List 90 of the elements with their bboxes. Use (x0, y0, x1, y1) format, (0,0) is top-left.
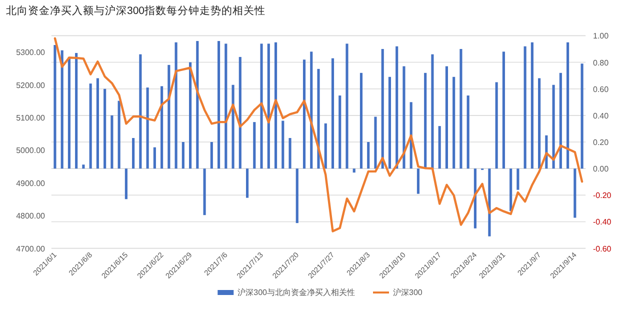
bar (104, 88, 106, 169)
y-tick-label: 5000.00 (16, 146, 46, 156)
bar (510, 168, 512, 212)
y2-tick-label: 0.00 (593, 164, 610, 174)
y-tick-label: 4700.00 (16, 244, 46, 254)
y2-tick-label: -0.60 (593, 244, 612, 254)
bar (445, 66, 448, 169)
y-tick-label: 4900.00 (16, 178, 46, 188)
bar (110, 115, 114, 169)
bar (310, 52, 313, 169)
bar (416, 168, 420, 194)
y2-tick-label: 1.00 (593, 32, 610, 41)
bar (324, 123, 327, 169)
bar (538, 78, 541, 169)
legend-label: 沪深300 (393, 288, 423, 297)
bar (232, 84, 234, 169)
bar (218, 41, 220, 169)
bar (346, 44, 348, 169)
bar (438, 126, 441, 169)
bar (267, 44, 270, 169)
bar (495, 82, 498, 169)
bar (246, 168, 249, 198)
bar (559, 72, 562, 169)
bar (124, 168, 128, 200)
bar (566, 42, 570, 169)
bar (452, 76, 456, 169)
bar (360, 72, 363, 169)
bar (68, 56, 70, 169)
y-tick-label: 4800.00 (16, 212, 46, 221)
bar (174, 42, 178, 169)
bar (524, 46, 526, 169)
bar (118, 100, 120, 169)
bar (203, 168, 206, 216)
bar (474, 168, 476, 228)
y2-tick-label: -0.20 (593, 191, 612, 200)
bar (168, 64, 170, 169)
bar (574, 168, 576, 218)
legend-label: 沪深300与北向资金净买入相关性 (238, 288, 355, 297)
bar (516, 168, 520, 190)
bar (367, 142, 370, 169)
bar (402, 66, 406, 169)
bar (317, 68, 320, 169)
bar (210, 142, 213, 169)
bar (224, 44, 228, 169)
bar (146, 88, 149, 169)
title: 北向资金净买入额与沪深300指数每分钟走势的相关性 (6, 5, 266, 17)
bar (182, 142, 184, 169)
bar (60, 50, 64, 169)
bar (260, 44, 263, 169)
y2-tick-label: -0.40 (593, 218, 612, 227)
bar (502, 52, 505, 169)
bar (75, 52, 78, 169)
bar (466, 95, 470, 169)
y-tick-label: 5300.00 (16, 48, 46, 58)
bar (139, 54, 142, 169)
bar (424, 72, 427, 169)
y2-tick-label: 0.40 (593, 111, 610, 120)
bar (253, 122, 256, 169)
bar (552, 84, 555, 169)
bar (282, 120, 284, 169)
bar (396, 46, 398, 169)
bar (274, 42, 278, 169)
bar (352, 168, 356, 173)
bar (96, 78, 99, 169)
bar (381, 48, 384, 169)
bar (338, 95, 342, 169)
bar (238, 56, 242, 169)
bar (89, 84, 92, 169)
bar (160, 86, 164, 169)
y-tick-label: 5100.00 (16, 113, 46, 122)
bar (189, 62, 192, 169)
bar (331, 58, 334, 169)
y-tick-label: 5200.00 (16, 80, 46, 90)
bar (82, 164, 85, 169)
bar (196, 41, 199, 169)
bar (296, 168, 298, 224)
bar (132, 138, 135, 169)
bar (580, 64, 584, 169)
y2-tick-label: 0.80 (593, 58, 610, 68)
bar (388, 76, 392, 169)
bar (530, 42, 534, 169)
bar (153, 147, 156, 169)
bar (374, 116, 377, 169)
bar (460, 48, 462, 169)
bar (302, 60, 306, 169)
y2-tick-label: 0.20 (593, 138, 610, 147)
bar (431, 54, 434, 169)
bar (288, 138, 292, 169)
y2-tick-label: 0.60 (593, 84, 610, 94)
bar (54, 45, 56, 169)
